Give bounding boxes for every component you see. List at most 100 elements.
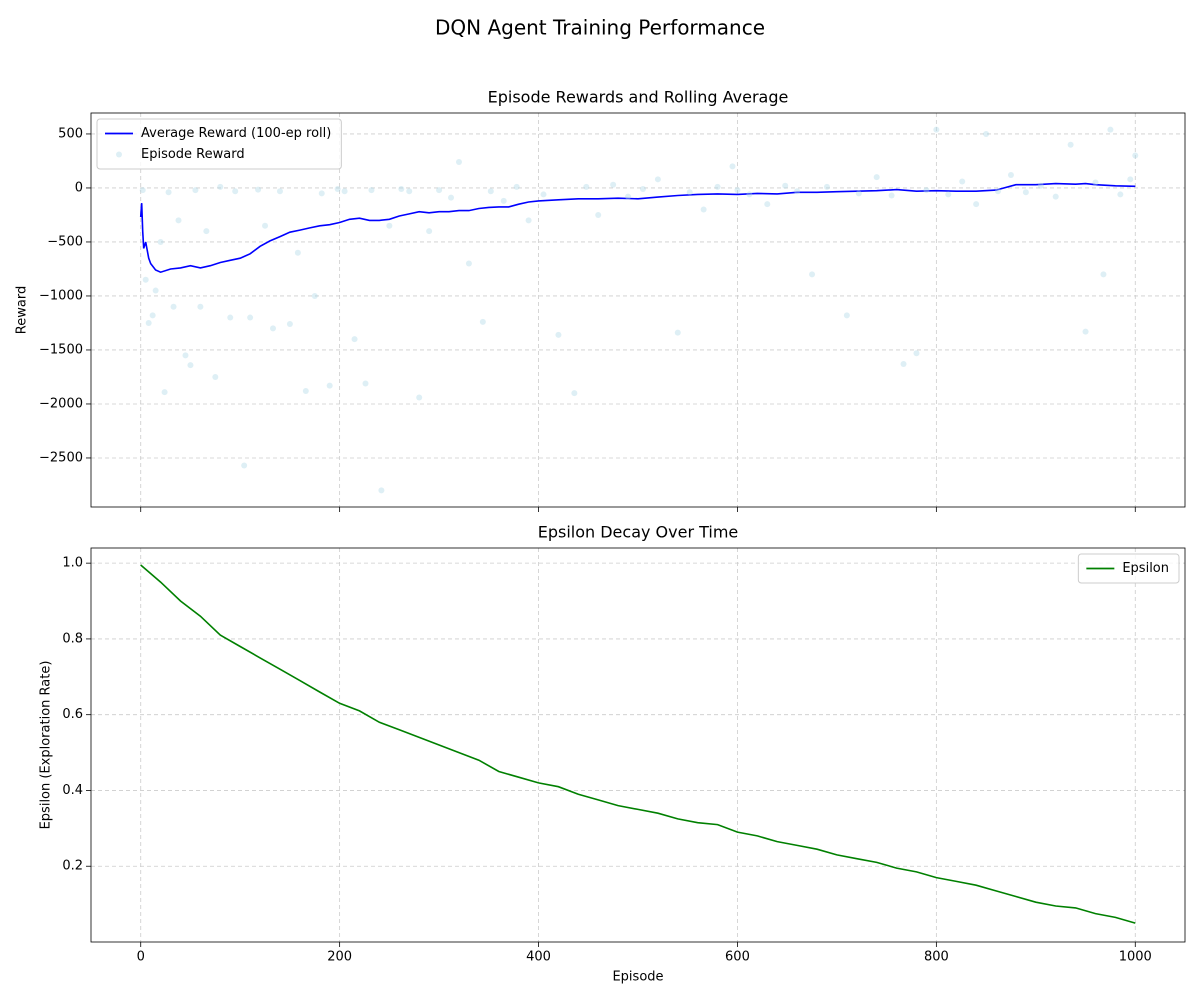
scatter-point [1100, 271, 1107, 278]
scatter-point [983, 130, 990, 137]
scatter-point [873, 174, 880, 181]
scatter-point [1022, 189, 1029, 196]
scatter-point [368, 187, 375, 194]
line [140, 564, 1136, 924]
scatter-point [241, 462, 248, 469]
scatter-point [764, 201, 771, 208]
scatter-point [262, 222, 269, 229]
scatter-point [386, 222, 393, 229]
scatter-point [500, 197, 507, 204]
x-tick-label: 800 [924, 950, 949, 965]
scatter-point [959, 178, 966, 185]
y-tick-label: 0.6 [62, 707, 83, 722]
x-tick-label: 200 [327, 950, 352, 965]
scatter-point [378, 487, 385, 494]
scatter-point [326, 382, 333, 389]
y-tick-label: −2500 [39, 450, 83, 465]
scatter-point [555, 331, 562, 338]
scatter-point [823, 183, 830, 190]
scatter-point [212, 373, 219, 380]
scatter-point [1067, 141, 1074, 148]
scatter-point [945, 191, 952, 198]
scatter-point [145, 319, 152, 326]
scatter-point [318, 190, 325, 197]
scatter-point [334, 186, 341, 193]
scatter-point [729, 163, 736, 170]
axes-title: Epsilon Decay Over Time [538, 523, 739, 542]
scatter-point [351, 336, 358, 343]
scatter-point [165, 189, 172, 196]
scatter-point [1132, 152, 1139, 159]
x-tick-label: 600 [725, 950, 750, 965]
scatter-point [455, 159, 462, 166]
scatter-point [746, 191, 753, 198]
scatter-point [654, 176, 661, 183]
scatter-point [674, 329, 681, 336]
scatter-point [362, 380, 369, 387]
scatter-point [610, 181, 617, 188]
plot-area [139, 126, 1139, 494]
scatter-point [286, 321, 293, 328]
scatter-point [416, 394, 423, 401]
scatter-point [571, 390, 578, 397]
scatter-point [175, 217, 182, 224]
legend: Average Reward (100-ep roll) Episode Rewa… [96, 118, 342, 170]
scatter-point [203, 228, 210, 235]
scatter-point [1037, 182, 1044, 189]
scatter-point [888, 192, 895, 199]
scatter-point [426, 228, 433, 235]
x-axis-label: Episode [612, 970, 663, 985]
scatter-point [341, 188, 348, 195]
scatter-point [973, 201, 980, 208]
legend-swatch [116, 151, 122, 158]
scatter-point [913, 350, 920, 357]
axes-frame [90, 112, 1186, 508]
scatter-point [142, 276, 149, 283]
y-tick-label: −2000 [39, 396, 83, 411]
scatter-point [1007, 171, 1014, 178]
scatter-point [1117, 191, 1124, 198]
y-tick-label: 0.8 [62, 631, 83, 646]
scatter-point [270, 325, 277, 332]
legend: Epsilon [1077, 553, 1180, 584]
scatter-point [1127, 176, 1134, 183]
scatter-point [192, 187, 199, 194]
scatter-point [398, 186, 405, 193]
y-tick-label: −1000 [39, 288, 83, 303]
scatter-point [1107, 126, 1114, 133]
scatter-point [625, 193, 632, 200]
scatter-point [700, 206, 707, 213]
scatter-point [1052, 193, 1059, 200]
y-tick-label: −500 [47, 234, 83, 249]
scatter-point [734, 187, 741, 194]
scatter-point [182, 352, 189, 359]
scatter-point [406, 188, 413, 195]
scatter-point [855, 190, 862, 197]
scatter-point [465, 260, 472, 267]
scatter-point [247, 314, 254, 321]
scatter-point [583, 183, 590, 190]
y-tick-label: 0.4 [62, 783, 83, 798]
legend-label: Episode Reward [141, 147, 245, 162]
scatter-point [782, 182, 789, 189]
x-tick-label: 400 [526, 950, 551, 965]
scatter-point [152, 287, 159, 294]
figure-title: DQN Agent Training Performance [435, 16, 765, 40]
scatter-point [900, 361, 907, 368]
y-tick-label: 500 [58, 126, 83, 141]
axes-frame [90, 547, 1186, 943]
scatter-point [197, 303, 204, 310]
scatter-point [187, 362, 194, 369]
line [139, 182, 1136, 274]
y-tick-label: 0.2 [62, 859, 83, 874]
scatter-point [540, 191, 547, 198]
scatter-point [436, 187, 443, 194]
scatter-point [276, 188, 283, 195]
scatter-point [448, 194, 455, 201]
scatter-point [525, 217, 532, 224]
scatter-point [294, 249, 301, 256]
scatter-point [232, 188, 239, 195]
legend-box [96, 118, 342, 170]
scatter-point [161, 389, 168, 396]
